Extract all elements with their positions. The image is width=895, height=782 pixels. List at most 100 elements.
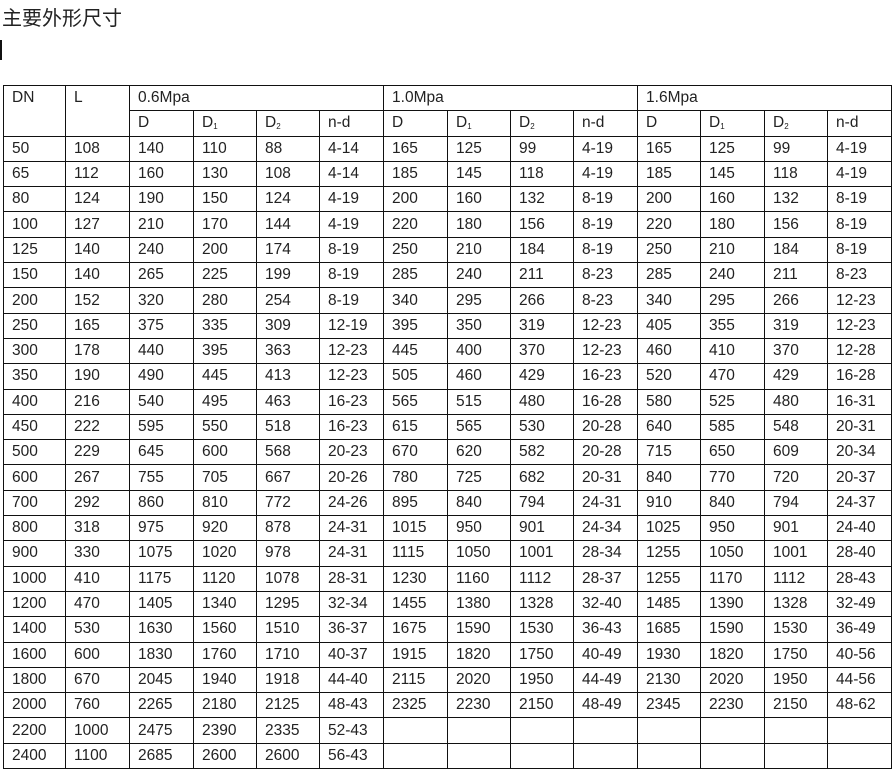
- table-cell: 12-28: [827, 337, 893, 365]
- table-cell: 144: [256, 211, 320, 238]
- subheader-subscript: 1: [720, 122, 725, 132]
- table-cell: 609: [764, 439, 829, 466]
- table-cell: 211: [764, 262, 829, 289]
- table-cell: 200: [383, 186, 449, 213]
- table-cell: 165: [637, 135, 702, 162]
- table-cell: 1930: [637, 641, 702, 668]
- table-cell: 32-49: [827, 590, 893, 618]
- table-cell: 700: [3, 489, 66, 517]
- table-cell: 600: [3, 464, 66, 491]
- table-cell: 250: [3, 312, 66, 339]
- table-cell: 8-19: [827, 236, 893, 264]
- table-cell: 130: [193, 160, 257, 188]
- table-cell: 470: [700, 363, 766, 390]
- table-cell: 265: [129, 262, 194, 289]
- table-cell: 1340: [193, 590, 257, 618]
- table-cell: 580: [637, 388, 702, 415]
- header-pressure-1.0: 1.0Mpa: [383, 84, 639, 112]
- table-cell: 340: [383, 287, 449, 314]
- table-cell: 295: [700, 287, 766, 314]
- table-cell: 1230: [383, 565, 449, 592]
- table-cell: 1170: [700, 565, 766, 592]
- table-cell: 36-43: [573, 616, 639, 643]
- table-cell: 370: [510, 337, 575, 365]
- table-cell: 124: [256, 186, 320, 213]
- table-cell: 1255: [637, 565, 702, 592]
- table-cell: 156: [764, 211, 829, 238]
- subheader-d: D: [383, 110, 449, 137]
- table-cell: 640: [637, 413, 702, 441]
- table-cell: 266: [764, 287, 829, 314]
- table-cell: 450: [3, 413, 66, 441]
- table-cell: 8-19: [318, 262, 385, 289]
- table-cell: 410: [65, 565, 130, 592]
- table-cell: 1255: [637, 540, 702, 567]
- table-cell: 118: [764, 160, 829, 188]
- table-cell: 8-23: [573, 262, 639, 289]
- table-cell: 2335: [256, 717, 320, 744]
- table-cell: 1750: [510, 641, 575, 668]
- table-cell: 340: [637, 287, 702, 314]
- table-cell: 2150: [510, 692, 575, 719]
- table-cell: [827, 717, 893, 744]
- table-cell: 400: [3, 388, 66, 415]
- table-cell: 125: [700, 135, 766, 162]
- table-cell: 840: [637, 464, 702, 491]
- table-cell: 1915: [383, 641, 449, 668]
- table-cell: 565: [447, 413, 512, 441]
- table-cell: 112: [65, 160, 130, 188]
- table-cell: 319: [510, 312, 575, 339]
- table-row: 1600 600 1830 1760 1710 40-37 1915 1820 1750 40-4…: [3, 641, 893, 668]
- table-cell: 48-62: [827, 692, 893, 719]
- table-cell: 445: [193, 363, 257, 390]
- table-cell: 210: [129, 211, 194, 238]
- table-cell: 2390: [193, 717, 257, 744]
- table-cell: 900: [3, 540, 66, 567]
- table-cell: 12-23: [573, 337, 639, 365]
- table-row: 600 267 755 705 667 20-26 780 725 682 20-31 840 770…: [3, 464, 893, 491]
- table-cell: 240: [447, 262, 512, 289]
- table-cell: 65: [3, 160, 66, 188]
- table-cell: 44-56: [827, 666, 893, 694]
- table-cell: 2200: [3, 717, 66, 744]
- table-cell: 118: [510, 160, 575, 188]
- table-cell: 860: [129, 489, 194, 517]
- table-cell: 1950: [510, 666, 575, 694]
- table-cell: [510, 717, 575, 744]
- table-cell: 910: [637, 489, 702, 517]
- table-cell: 152: [65, 287, 130, 314]
- table-cell: 211: [510, 262, 575, 289]
- table-row: 2000 760 2265 2180 2125 48-43 2325 2230 2150 48-4…: [3, 692, 893, 719]
- table-cell: 20-31: [573, 464, 639, 491]
- subheader-n-d: n-d: [318, 110, 385, 137]
- table-cell: [447, 742, 512, 770]
- table-cell: 715: [637, 439, 702, 466]
- table-cell: 2150: [764, 692, 829, 719]
- table-cell: 200: [193, 236, 257, 264]
- table-cell: 725: [447, 464, 512, 491]
- subheader-n-d: n-d: [827, 110, 893, 137]
- table-cell: 667: [256, 464, 320, 491]
- table-cell: 1020: [193, 540, 257, 567]
- table-cell: 318: [65, 515, 130, 542]
- table-cell: 2600: [256, 742, 320, 770]
- table-cell: [827, 742, 893, 770]
- table-cell: [700, 717, 766, 744]
- table-cell: 170: [193, 211, 257, 238]
- table-cell: 180: [447, 211, 512, 238]
- subheader-base: D: [202, 114, 214, 132]
- subheader-d1: D1: [700, 110, 766, 137]
- table-row: 500 229 645 600 568 20-23 670 620 582 20-28 715 650…: [3, 439, 893, 466]
- table-cell: 720: [764, 464, 829, 491]
- subheader-subscript: 2: [784, 122, 789, 132]
- table-cell: 24-37: [827, 489, 893, 517]
- table-cell: 2125: [256, 692, 320, 719]
- table-cell: 840: [447, 489, 512, 517]
- table-cell: 2000: [3, 692, 66, 719]
- subheader-d1: D1: [193, 110, 257, 137]
- table-cell: 160: [129, 160, 194, 188]
- table-cell: 335: [193, 312, 257, 339]
- table-cell: 2265: [129, 692, 194, 719]
- table-cell: 1600: [3, 641, 66, 668]
- table-cell: 405: [637, 312, 702, 339]
